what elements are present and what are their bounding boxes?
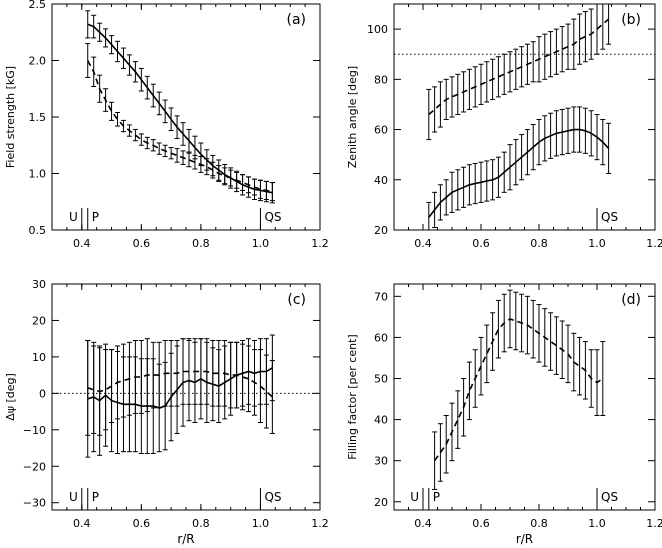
series-line-dashed (87, 370, 273, 398)
series-dashed (426, 4, 612, 141)
y-tick-label: 20 (32, 314, 46, 327)
y-tick-label: 0.5 (29, 224, 47, 237)
data-layer (426, 4, 612, 230)
y-tick-label: 100 (367, 23, 388, 36)
x-tick-label: 0.8 (530, 517, 548, 530)
y-tick-label: 30 (32, 278, 46, 291)
y-tick-label: 50 (374, 373, 388, 386)
data-layer (85, 334, 275, 458)
series-line-dashed (433, 318, 604, 462)
x-axis-label: r/R (516, 532, 533, 546)
x-tick-label: 0.4 (414, 517, 432, 530)
region-marker-label: QS (601, 490, 618, 504)
y-tick-label: 2.5 (29, 0, 47, 11)
series-dashed (432, 289, 606, 490)
y-tick-label: 40 (374, 414, 388, 427)
region-marker-label: QS (264, 490, 281, 504)
series-solid (426, 106, 612, 230)
region-marker-label: QS (601, 210, 618, 224)
data-layer (432, 289, 606, 490)
x-tick-label: 1.2 (646, 517, 662, 530)
y-tick-label: 30 (374, 455, 388, 468)
y-tick-label: 40 (374, 174, 388, 187)
plot-frame (393, 3, 656, 231)
panel-d: 0.4 0.6 0.8 1.0 1.2 20 30 40 50 60 70 r/R Filling fa… (346, 283, 662, 546)
panel-label: (d) (621, 292, 641, 308)
x-tick-label: 1.0 (588, 237, 606, 250)
region-marker-label: U (69, 490, 78, 504)
x-tick-label: 0.6 (472, 237, 490, 250)
series-line-solid (428, 128, 610, 218)
series-solid (85, 334, 275, 458)
panel-label: (b) (621, 12, 641, 28)
series-line-solid (87, 367, 273, 409)
panel-label: (c) (287, 292, 306, 308)
x-axis-label: r/R (177, 532, 194, 546)
y-tick-label: 80 (374, 73, 388, 86)
series-solid (85, 10, 275, 204)
data-layer (85, 10, 275, 204)
series-line-solid (87, 23, 273, 194)
region-marker-label: U (69, 210, 78, 224)
x-tick-label: 0.4 (414, 237, 432, 250)
x-tick-label: 0.8 (530, 237, 548, 250)
x-tick-label: 1.0 (252, 517, 270, 530)
region-marker-label: P (433, 490, 440, 504)
x-tick-label: 0.6 (133, 237, 151, 250)
y-axis-label: Filling factor [per cent] (346, 334, 359, 459)
region-marker-label: P (92, 210, 99, 224)
y-axis-label: Field strength [kG] (4, 66, 17, 168)
x-tick-label: 0.6 (133, 517, 151, 530)
y-axis-label: Δψ [deg] (4, 373, 17, 421)
x-tick-label: 1.2 (311, 237, 329, 250)
y-tick-label: 1.5 (29, 111, 47, 124)
series-line-dashed (428, 18, 610, 116)
x-tick-label: 0.6 (472, 517, 490, 530)
series-line-dashed (86, 60, 273, 193)
y-tick-label: 20 (374, 496, 388, 509)
x-tick-label: 0.4 (73, 237, 91, 250)
y-tick-label: −30 (23, 497, 46, 510)
panel-b: 0.4 0.6 0.8 1.0 1.2 20 40 60 80 100 Zenith angle [… (346, 3, 662, 250)
x-tick-label: 1.2 (646, 237, 662, 250)
y-tick-label: −10 (23, 424, 46, 437)
panel-c: 0.4 0.6 0.8 1.0 1.2 −30 −20 −10 0 10 20 30 r/R Δψ [de… (4, 278, 329, 546)
x-tick-label: 0.8 (192, 237, 210, 250)
y-tick-label: 1.0 (29, 168, 47, 181)
y-tick-label: 10 (32, 351, 46, 364)
y-tick-label: 70 (374, 290, 388, 303)
y-tick-label: 60 (374, 124, 388, 137)
x-tick-label: 0.8 (192, 517, 210, 530)
panel-a: 0.4 0.6 0.8 1.0 1.2 0.5 1.0 1.5 2.0 2.5 Field stre… (4, 0, 329, 250)
y-axis-label: Zenith angle [deg] (346, 66, 359, 168)
plot-frame (393, 283, 656, 511)
y-tick-label: 20 (374, 224, 388, 237)
region-marker-label: U (410, 490, 419, 504)
y-tick-label: 0 (39, 387, 46, 400)
y-tick-label: 2.0 (29, 55, 47, 68)
series-dashed (85, 43, 275, 202)
x-tick-label: 1.0 (588, 517, 606, 530)
x-tick-label: 1.0 (252, 237, 270, 250)
y-tick-label: 60 (374, 331, 388, 344)
panel-label: (a) (286, 12, 306, 28)
x-tick-label: 0.4 (73, 517, 91, 530)
y-tick-label: −20 (23, 460, 46, 473)
region-marker-label: QS (264, 210, 281, 224)
x-tick-label: 1.2 (311, 517, 329, 530)
region-marker-label: P (92, 490, 99, 504)
